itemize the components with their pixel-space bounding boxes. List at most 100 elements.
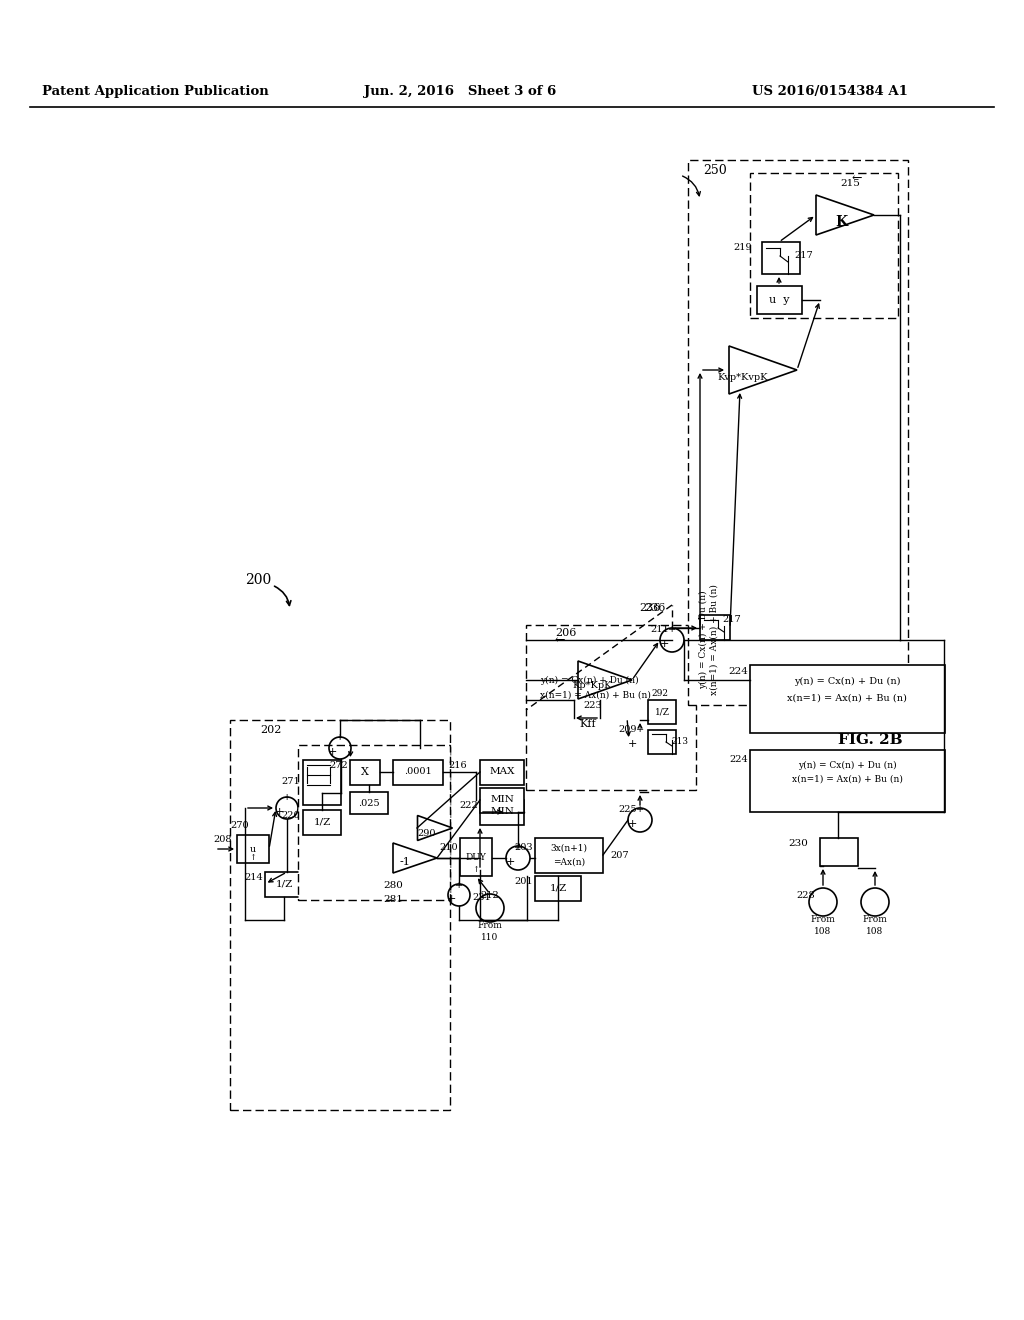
Text: 108: 108 [866,928,884,936]
Text: 223: 223 [584,701,602,710]
Text: MIN: MIN [490,796,514,804]
Bar [750,665,945,733]
Text: From: From [811,916,836,924]
Text: 281: 281 [383,895,402,904]
Text: 1/Z: 1/Z [549,883,566,892]
Text: 203: 203 [514,843,534,853]
Text: Patent Application Publication: Patent Application Publication [42,86,268,99]
Text: 222: 222 [459,801,478,810]
Bar [303,760,341,805]
Text: +: + [336,734,344,742]
Text: 200: 200 [245,573,271,587]
Text: 110: 110 [481,933,499,942]
Text: x(n=1) = Ax(n) + Bu (n): x(n=1) = Ax(n) + Bu (n) [787,693,907,702]
Text: x(n=1) = Ax(n) + Bu (n): x(n=1) = Ax(n) + Bu (n) [540,690,651,700]
Bar [350,792,388,814]
Text: 228: 228 [797,891,815,900]
Bar [298,744,450,900]
Text: 212: 212 [480,891,500,899]
Bar [648,730,676,754]
Text: Kvp*KvpK: Kvp*KvpK [718,372,768,381]
Text: X: X [361,767,369,777]
Bar [480,760,524,785]
Text: MIN: MIN [490,808,514,817]
Text: u: u [250,845,256,854]
Text: 225: 225 [618,805,637,814]
Bar [230,719,450,1110]
Bar [460,838,492,876]
Text: +: + [628,818,637,829]
Text: 230: 230 [788,840,808,849]
Text: 271: 271 [282,777,300,787]
Text: Jun. 2, 2016   Sheet 3 of 6: Jun. 2, 2016 Sheet 3 of 6 [364,86,556,99]
Text: 217: 217 [723,615,741,624]
Text: +: + [636,805,644,814]
Text: 280: 280 [383,880,402,890]
Text: y(n) = Cx(n) + Du (n): y(n) = Cx(n) + Du (n) [798,760,896,770]
Text: US 2016/0154384 A1: US 2016/0154384 A1 [752,86,908,99]
Text: Kp*KpK: Kp*KpK [572,681,611,690]
Text: .0001: .0001 [404,767,432,776]
Text: 207: 207 [610,850,630,859]
Text: +: + [505,857,515,867]
Text: +: + [668,624,676,634]
Text: FIG. 2B: FIG. 2B [838,733,902,747]
Text: 219: 219 [733,243,752,252]
Text: 202: 202 [260,725,282,735]
Text: 211: 211 [650,624,670,634]
Text: 1/Z: 1/Z [313,817,331,826]
Text: 236: 236 [639,603,660,612]
Bar [535,876,581,902]
Text: 108: 108 [814,928,831,936]
Bar [820,838,858,866]
Text: 250: 250 [703,164,727,177]
Bar [700,615,730,640]
Bar [526,624,696,789]
Text: u  y: u y [769,294,790,305]
Text: DUY: DUY [466,853,486,862]
Text: K: K [835,215,847,228]
Bar [688,160,908,705]
Text: +: + [636,726,644,734]
Text: 224: 224 [729,755,748,764]
Text: 231: 231 [473,894,492,903]
Text: 270: 270 [230,821,249,829]
Bar [237,836,269,863]
Text: =Ax(n): =Ax(n) [553,858,585,866]
Bar [265,873,303,898]
Text: 201: 201 [514,878,534,887]
Text: From: From [477,921,503,931]
Text: 217: 217 [795,251,813,260]
Bar [648,700,676,723]
Text: 236: 236 [644,603,666,612]
Text: ←: ← [852,172,862,185]
Text: Kff: Kff [580,719,596,729]
Text: +: + [628,739,637,748]
Text: 214: 214 [245,874,263,883]
Text: MAX: MAX [489,767,515,776]
Text: x(n=1) = Ax(n) + Bu (n): x(n=1) = Ax(n) + Bu (n) [792,775,902,784]
Text: 224: 224 [728,668,748,676]
Bar [757,286,802,314]
Text: ↑: ↑ [472,866,479,874]
Bar [393,760,443,785]
Bar [480,800,524,825]
Text: +: + [328,747,337,756]
Text: 216: 216 [449,762,467,771]
Bar [350,760,380,785]
Text: 215: 215 [840,178,860,187]
Text: +: + [283,793,291,803]
Bar [535,838,603,873]
Text: From: From [862,916,888,924]
Text: ←: ← [555,634,565,647]
Text: +: + [514,842,522,851]
Text: +: + [446,894,456,904]
Text: 210: 210 [439,843,458,853]
Text: 3x(n+1): 3x(n+1) [551,843,588,853]
Text: +: + [274,807,284,817]
Text: 1/Z: 1/Z [275,879,293,888]
Text: ↑: ↑ [250,854,256,862]
Text: 213: 213 [672,738,688,747]
Text: 209: 209 [618,726,637,734]
Text: +: + [659,639,669,649]
